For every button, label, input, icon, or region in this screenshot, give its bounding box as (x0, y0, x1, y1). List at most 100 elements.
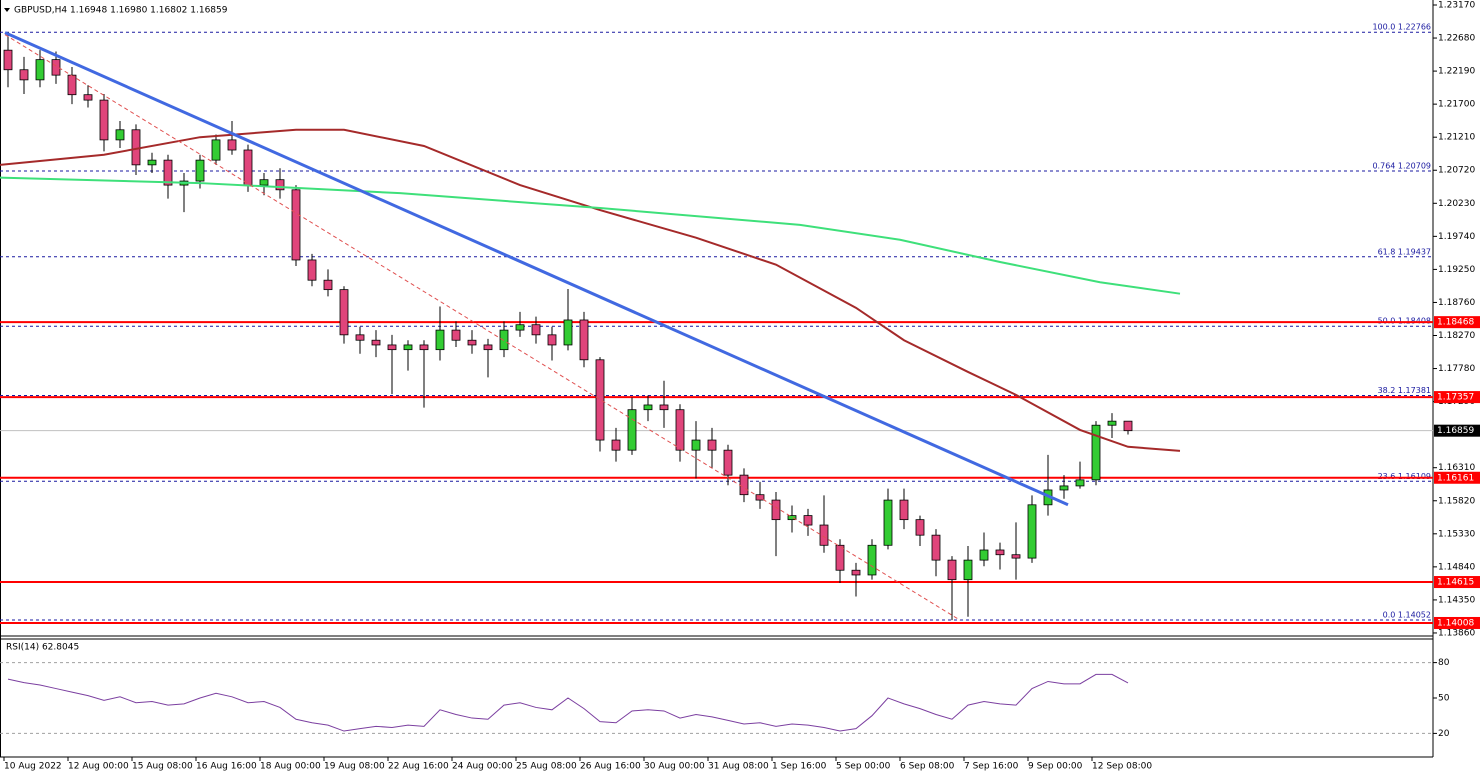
trendline (4, 34, 961, 621)
rsi-title: RSI(14) 62.8045 (6, 643, 79, 653)
candle-body (835, 544, 845, 571)
y-tick-label: 1.15330 (1438, 529, 1475, 539)
x-tick-label: 19 Aug 08:00 (324, 762, 385, 772)
x-tick-label: 24 Aug 00:00 (452, 762, 513, 772)
level-label-box (1434, 391, 1480, 404)
level-label: 1.18468 (1437, 318, 1474, 328)
rsi-line (7, 673, 1129, 732)
candle-body (307, 259, 317, 281)
level-label-box (1434, 616, 1480, 629)
candle-body (723, 449, 733, 476)
fib-label: 23.6 1.16109 (1378, 472, 1431, 481)
candle-body (915, 519, 925, 536)
fib-label: 100.0 1.22766 (1372, 23, 1431, 32)
current-price-box (1434, 424, 1480, 437)
level-label: 1.14615 (1437, 578, 1474, 588)
candle-body (899, 499, 909, 521)
symbol-header: GBPUSD,H4 1.16948 1.16980 1.16802 1.1685… (14, 6, 228, 16)
menu-arrow[interactable] (4, 8, 10, 12)
x-tick-label: 16 Aug 16:00 (196, 762, 257, 772)
candle-body (595, 359, 605, 441)
candle-body (1091, 424, 1101, 481)
candle-body (563, 319, 573, 346)
x-tick-label: 18 Aug 00:00 (260, 762, 321, 772)
y-tick-label: 1.20230 (1438, 199, 1475, 209)
level-label-box (1434, 316, 1480, 329)
candle-body (499, 329, 509, 351)
candle-body (3, 49, 13, 71)
trendline (4, 31, 1069, 507)
y-tick-label: 1.18270 (1438, 331, 1475, 341)
level-label: 1.17357 (1437, 393, 1474, 403)
candle-body (531, 324, 541, 336)
candle-body (643, 404, 653, 411)
candle-body (83, 94, 93, 101)
candle-body (243, 149, 253, 186)
x-tick-label: 1 Sep 16:00 (772, 762, 827, 772)
y-tick-label: 1.19250 (1438, 265, 1475, 275)
candle-body (547, 334, 557, 346)
fib-label: 0.0 1.14052 (1383, 611, 1431, 620)
candle-body (19, 69, 29, 81)
x-tick-label: 25 Aug 08:00 (516, 762, 577, 772)
candle-body (211, 139, 221, 161)
fib-label: 38.2 1.17381 (1378, 386, 1431, 395)
y-tick-label: 1.18760 (1438, 298, 1475, 308)
candle-body (403, 344, 413, 351)
candle-body (579, 319, 589, 361)
candle-body (227, 139, 237, 151)
candle-body (963, 559, 973, 581)
level-label: 1.14008 (1437, 618, 1474, 628)
fib-label: 0.764 1.20709 (1372, 161, 1431, 170)
candle-body (819, 524, 829, 546)
candle-body (387, 344, 397, 351)
candle-body (787, 515, 797, 521)
candle-body (659, 404, 669, 411)
level-label-box (1434, 576, 1480, 589)
candle-body (771, 499, 781, 521)
candle-body (707, 439, 717, 451)
candle-body (275, 179, 285, 191)
y-tick-label: 1.21700 (1438, 100, 1475, 110)
candle-body (947, 559, 957, 581)
x-tick-label: 30 Aug 00:00 (644, 762, 705, 772)
candle-body (323, 279, 333, 291)
candle-body (483, 344, 493, 351)
candle-body (419, 344, 429, 351)
candle-body (339, 289, 349, 336)
x-tick-label: 5 Sep 00:00 (836, 762, 891, 772)
y-tick-label: 1.23170 (1438, 0, 1475, 10)
y-tick-label: 1.20720 (1438, 166, 1475, 176)
candle-body (1075, 479, 1085, 487)
x-tick-label: 26 Aug 16:00 (580, 762, 641, 772)
level-label: 1.16161 (1437, 473, 1474, 483)
candle-body (451, 329, 461, 341)
candle-body (435, 329, 445, 351)
candle-body (675, 409, 685, 451)
candle-body (1107, 420, 1117, 426)
candle-body (739, 474, 749, 496)
candle-body (1123, 420, 1133, 432)
y-tick-label: 20 (1438, 729, 1450, 739)
y-tick-label: 1.14840 (1438, 562, 1475, 572)
candle-body (131, 129, 141, 166)
x-tick-label: 12 Sep 08:00 (1092, 762, 1152, 772)
x-tick-label: 12 Aug 00:00 (68, 762, 129, 772)
candle-body (467, 339, 477, 346)
candle-body (883, 499, 893, 546)
candle-body (35, 59, 45, 81)
level-label-box (1434, 471, 1480, 484)
candle-body (99, 99, 109, 141)
x-tick-label: 7 Sep 16:00 (964, 762, 1019, 772)
x-tick-label: 9 Sep 00:00 (1028, 762, 1083, 772)
candle-body (291, 189, 301, 261)
y-tick-label: 1.21210 (1438, 133, 1475, 143)
candle-body (259, 179, 269, 186)
candle-body (163, 159, 173, 186)
x-tick-label: 22 Aug 16:00 (388, 762, 449, 772)
fib-label: 61.8 1.19437 (1378, 247, 1431, 256)
moving-average (0, 176, 1181, 295)
